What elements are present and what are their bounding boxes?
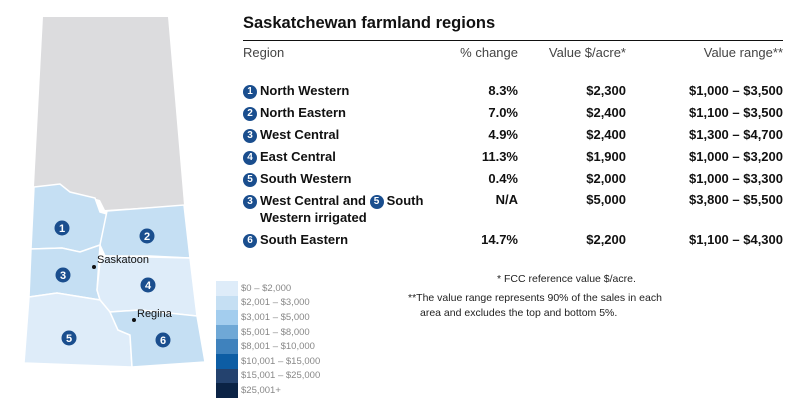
legend-swatch xyxy=(216,368,238,384)
map-legend: $0 – $2,000 $2,001 – $3,000 $3,001 – $5,00… xyxy=(216,281,320,398)
value-range: $1,000 – $3,300 xyxy=(689,171,783,186)
pct-change: N/A xyxy=(495,192,518,207)
region-badge-icon xyxy=(55,267,71,283)
city-regina: Regina xyxy=(137,308,173,320)
value-per-acre: $2,000 xyxy=(586,171,626,186)
legend-item: $15,001 – $25,000 xyxy=(216,368,321,384)
badge-icon: 6 xyxy=(243,234,257,248)
header-range: Value range** xyxy=(703,45,783,60)
region-name: 6 South Eastern xyxy=(243,232,463,248)
header-pct: % change xyxy=(460,45,518,60)
legend-item: $5,001 – $8,000 xyxy=(216,324,320,340)
region-part3: Western irrigated xyxy=(260,210,367,225)
badge-icon: 3 xyxy=(243,129,257,143)
region-name: 4 East Central xyxy=(243,149,463,165)
title-rule xyxy=(243,40,783,41)
region-badge-label: 6 xyxy=(160,335,166,347)
legend-item: $0 – $2,000 xyxy=(216,281,320,296)
region-badge-label: 5 xyxy=(66,333,72,345)
header-region: Region xyxy=(243,45,285,60)
badge-icon: 5 xyxy=(369,195,384,209)
legend-label: $3,001 – $5,000 xyxy=(241,311,310,323)
value-per-acre: $2,400 xyxy=(586,105,626,120)
region-label: East Central xyxy=(260,149,336,164)
value-range: $1,000 – $3,500 xyxy=(689,83,783,98)
legend-item: $8,001 – $10,000 xyxy=(216,339,320,354)
legend-label: $15,001 – $25,000 xyxy=(241,370,321,382)
region-label: West Central xyxy=(260,127,340,142)
value-range: $3,800 – $5,500 xyxy=(689,192,783,207)
legend-label: $0 – $2,000 xyxy=(241,282,292,294)
value-per-acre: $2,400 xyxy=(586,127,626,142)
value-per-acre: $2,300 xyxy=(586,83,626,98)
table-title: Saskatchewan farmland regions xyxy=(243,14,496,32)
legend-item: $10,001 – $15,000 xyxy=(216,353,321,369)
saskatchewan-map: 1 2 3 4 5 6 Saskatoon Regina xyxy=(23,17,206,368)
pct-change: 4.9% xyxy=(488,127,518,142)
footnote-range-2: area and excludes the top and bottom 5%. xyxy=(420,307,618,319)
value-per-acre: $1,900 xyxy=(586,149,626,164)
regina-dot xyxy=(132,318,136,322)
northern-region xyxy=(34,17,184,210)
region-name: 2 North Eastern xyxy=(243,105,463,121)
badge-icon: 3 xyxy=(243,195,257,209)
region-badge-icon xyxy=(61,330,77,346)
badge-icon: 5 xyxy=(243,173,257,187)
legend-label: $25,001+ xyxy=(241,384,281,396)
region-name: 3 West Central and 5 South Western irrigate… xyxy=(243,192,483,226)
pct-change: 11.3% xyxy=(481,149,518,164)
region-badge-icon xyxy=(139,228,155,244)
legend-label: $10,001 – $15,000 xyxy=(241,355,321,367)
badge-icon: 2 xyxy=(243,107,257,121)
region-label: South Eastern xyxy=(260,232,349,247)
legend-item: $25,001+ xyxy=(216,383,320,398)
legend-label: $2,001 – $3,000 xyxy=(241,297,310,309)
region-badge-icon xyxy=(140,277,156,293)
legend-swatch xyxy=(216,310,238,325)
legend-swatch xyxy=(216,281,238,296)
legend-item: $2,001 – $3,000 xyxy=(216,295,320,311)
pct-change: 14.7% xyxy=(481,232,518,247)
value-range: $1,100 – $4,300 xyxy=(689,232,783,247)
saskatoon-dot xyxy=(92,265,96,269)
badge-icon: 1 xyxy=(243,85,257,99)
value-range: $1,000 – $3,200 xyxy=(689,149,783,164)
region-part2: South xyxy=(386,193,424,208)
value-per-acre: $5,000 xyxy=(586,192,626,207)
region-badge-label: 3 xyxy=(60,270,66,282)
city-saskatoon: Saskatoon xyxy=(97,254,149,266)
value-per-acre: $2,200 xyxy=(586,232,626,247)
value-range: $1,300 – $4,700 xyxy=(689,127,783,142)
legend-item: $3,001 – $5,000 xyxy=(216,310,320,325)
header-value: Value $/acre* xyxy=(548,45,626,60)
legend-swatch xyxy=(216,353,238,369)
pct-change: 0.4% xyxy=(488,171,518,186)
legend-swatch xyxy=(216,324,238,340)
badge-icon: 4 xyxy=(243,151,257,165)
footnote-value: * FCC reference value $/acre. xyxy=(497,273,636,285)
region-label: South Western xyxy=(260,171,352,186)
legend-label: $5,001 – $8,000 xyxy=(241,326,310,338)
legend-swatch xyxy=(216,339,238,354)
pct-change: 7.0% xyxy=(488,105,518,120)
region-label: North Eastern xyxy=(260,105,346,120)
region-badge-icon xyxy=(54,220,70,236)
value-range: $1,100 – $3,500 xyxy=(689,105,783,120)
footnote-range-1: **The value range represents 90% of the … xyxy=(408,292,662,304)
legend-label: $8,001 – $10,000 xyxy=(241,341,315,353)
region-label: North Western xyxy=(260,83,350,98)
region-name: 3 West Central xyxy=(243,127,463,143)
legend-swatch xyxy=(216,383,238,398)
region-badge-label: 4 xyxy=(145,280,152,292)
region-badge-icon xyxy=(155,332,171,348)
region-badge-label: 2 xyxy=(144,231,150,243)
pct-change: 8.3% xyxy=(488,83,518,98)
region-badge-label: 1 xyxy=(59,223,65,235)
region-name: 5 South Western xyxy=(243,171,463,187)
region-name: 1 North Western xyxy=(243,83,463,99)
legend-swatch xyxy=(216,295,238,311)
region-part1: West Central and xyxy=(260,193,366,208)
